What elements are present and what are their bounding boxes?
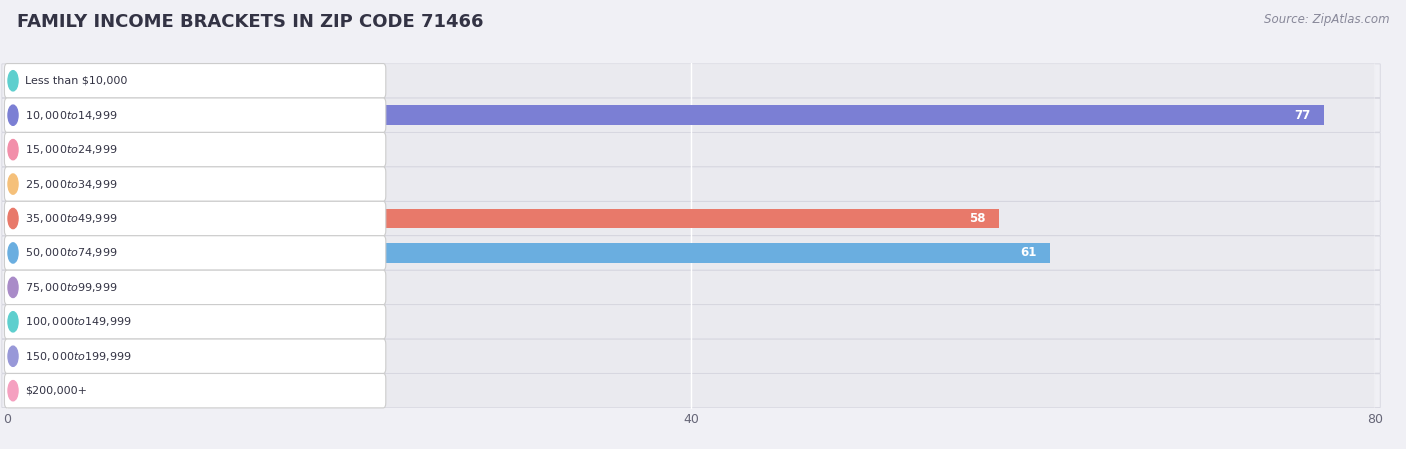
Circle shape xyxy=(8,277,18,298)
Text: 22: 22 xyxy=(353,281,370,294)
FancyBboxPatch shape xyxy=(7,271,1375,304)
Bar xyxy=(7,140,62,160)
FancyBboxPatch shape xyxy=(4,236,385,270)
FancyBboxPatch shape xyxy=(7,167,1375,201)
Text: $15,000 to $24,999: $15,000 to $24,999 xyxy=(25,143,117,156)
Circle shape xyxy=(8,208,18,229)
FancyBboxPatch shape xyxy=(4,304,385,339)
Circle shape xyxy=(8,70,18,91)
Text: $200,000+: $200,000+ xyxy=(25,386,87,396)
FancyBboxPatch shape xyxy=(4,374,385,408)
FancyBboxPatch shape xyxy=(7,64,1375,97)
Bar xyxy=(7,346,62,366)
Text: 0: 0 xyxy=(76,74,83,87)
Text: 77: 77 xyxy=(1294,109,1310,122)
Bar xyxy=(7,208,998,229)
Circle shape xyxy=(8,174,18,194)
Text: 0: 0 xyxy=(76,315,83,328)
FancyBboxPatch shape xyxy=(4,167,385,201)
Circle shape xyxy=(8,140,18,160)
FancyBboxPatch shape xyxy=(4,64,385,98)
Text: 61: 61 xyxy=(1021,247,1036,260)
Text: 58: 58 xyxy=(969,212,986,225)
FancyBboxPatch shape xyxy=(7,340,1375,373)
Circle shape xyxy=(8,346,18,366)
FancyBboxPatch shape xyxy=(7,99,1375,132)
Circle shape xyxy=(8,381,18,401)
Text: $150,000 to $199,999: $150,000 to $199,999 xyxy=(25,350,132,363)
Text: $35,000 to $49,999: $35,000 to $49,999 xyxy=(25,212,117,225)
FancyBboxPatch shape xyxy=(4,98,385,132)
FancyBboxPatch shape xyxy=(7,133,1375,166)
Bar xyxy=(7,243,1050,263)
FancyBboxPatch shape xyxy=(4,339,385,374)
FancyBboxPatch shape xyxy=(7,374,1375,407)
FancyBboxPatch shape xyxy=(7,237,1375,269)
Bar xyxy=(7,277,384,297)
Text: $10,000 to $14,999: $10,000 to $14,999 xyxy=(25,109,117,122)
FancyBboxPatch shape xyxy=(4,270,385,304)
Text: Less than $10,000: Less than $10,000 xyxy=(25,76,128,86)
Circle shape xyxy=(8,312,18,332)
Text: $75,000 to $99,999: $75,000 to $99,999 xyxy=(25,281,117,294)
Bar xyxy=(7,174,62,194)
FancyBboxPatch shape xyxy=(7,305,1375,339)
Text: Source: ZipAtlas.com: Source: ZipAtlas.com xyxy=(1264,13,1389,26)
Bar xyxy=(7,105,1324,125)
Circle shape xyxy=(8,243,18,263)
Circle shape xyxy=(8,105,18,125)
Text: 0: 0 xyxy=(76,177,83,190)
Text: 0: 0 xyxy=(76,384,83,397)
Bar xyxy=(7,381,62,401)
Bar xyxy=(7,71,62,91)
Bar xyxy=(7,312,62,332)
Text: $50,000 to $74,999: $50,000 to $74,999 xyxy=(25,247,117,260)
Text: $25,000 to $34,999: $25,000 to $34,999 xyxy=(25,177,117,190)
Text: 0: 0 xyxy=(76,143,83,156)
Text: 0: 0 xyxy=(76,350,83,363)
FancyBboxPatch shape xyxy=(7,202,1375,235)
Text: $100,000 to $149,999: $100,000 to $149,999 xyxy=(25,315,132,328)
FancyBboxPatch shape xyxy=(4,201,385,236)
Text: FAMILY INCOME BRACKETS IN ZIP CODE 71466: FAMILY INCOME BRACKETS IN ZIP CODE 71466 xyxy=(17,13,484,31)
FancyBboxPatch shape xyxy=(4,132,385,167)
